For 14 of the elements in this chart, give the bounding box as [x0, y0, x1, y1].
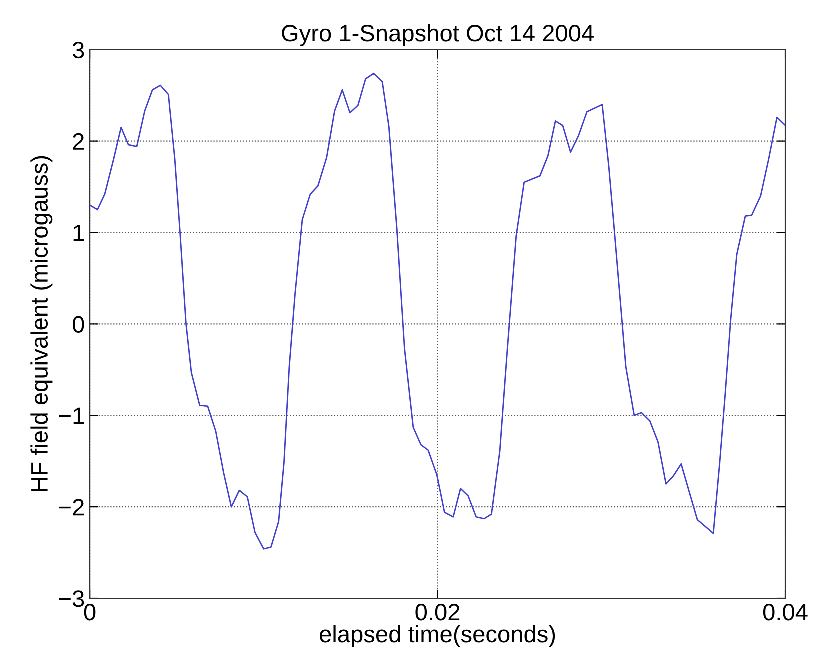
- x-axis-title: elapsed time(seconds): [320, 625, 556, 648]
- y-tick-label: −3: [59, 590, 84, 608]
- y-tick-label: 1: [74, 225, 84, 242]
- y-axis-title: HF field equivalent (microgauss): [30, 156, 53, 492]
- line-series: [90, 72, 786, 550]
- y-tick-label: −1: [59, 408, 84, 424]
- y-tick-label: −2: [59, 499, 84, 516]
- x-tick-label: 0.02: [416, 604, 460, 621]
- x-tick-label: 0: [84, 604, 96, 621]
- y-tick-label: 3: [72, 42, 84, 59]
- y-tick-label: 0: [72, 316, 84, 333]
- x-tick-label: 0.04: [763, 604, 808, 621]
- y-tick-label: 2: [73, 133, 84, 150]
- chart-title: Gyro 1-Snapshot Oct 14 2004: [282, 24, 594, 46]
